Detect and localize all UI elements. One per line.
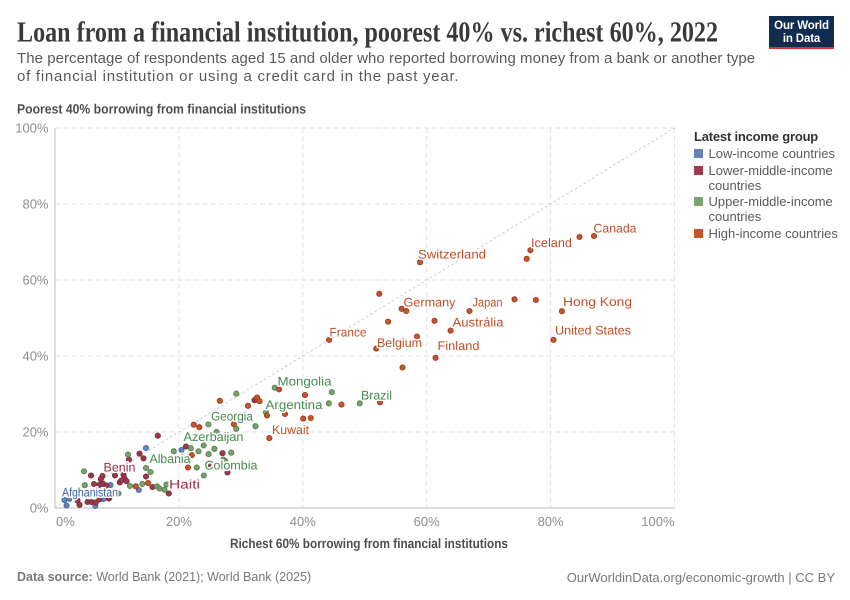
svg-text:100%: 100% — [15, 121, 49, 136]
svg-text:Kuwait: Kuwait — [272, 423, 310, 437]
svg-text:Poorest 40% borrowing from fin: Poorest 40% borrowing from financial ins… — [17, 102, 306, 117]
svg-text:Canada: Canada — [594, 222, 637, 236]
svg-text:Brazil: Brazil — [361, 389, 392, 403]
svg-text:Japan: Japan — [473, 296, 503, 310]
svg-text:Belgium: Belgium — [377, 336, 422, 350]
svg-text:100%: 100% — [641, 514, 675, 529]
svg-text:Germany: Germany — [404, 296, 457, 310]
svg-text:Richest 60% borrowing from fin: Richest 60% borrowing from financial ins… — [230, 536, 508, 551]
svg-text:Hong Kong: Hong Kong — [563, 295, 632, 309]
svg-text:40%: 40% — [22, 349, 48, 364]
svg-text:80%: 80% — [22, 197, 48, 212]
svg-text:Loan from a financial institut: Loan from a financial institution, poore… — [17, 17, 718, 49]
svg-text:Benin: Benin — [104, 461, 136, 475]
svg-text:40%: 40% — [290, 514, 316, 529]
svg-text:Colombia: Colombia — [205, 459, 258, 473]
svg-text:60%: 60% — [414, 514, 440, 529]
svg-text:Austrália: Austrália — [453, 316, 504, 330]
svg-text:0%: 0% — [56, 514, 75, 529]
svg-text:Georgia: Georgia — [211, 410, 253, 424]
svg-text:0%: 0% — [30, 501, 49, 516]
svg-text:Mongolia: Mongolia — [278, 375, 332, 389]
svg-text:Albania: Albania — [150, 452, 191, 466]
svg-text:20%: 20% — [22, 425, 48, 440]
svg-text:Iceland: Iceland — [531, 236, 572, 250]
svg-text:Afghanistan: Afghanistan — [62, 486, 118, 500]
svg-text:Switzerland: Switzerland — [418, 248, 486, 262]
svg-text:Azerbaijan: Azerbaijan — [184, 430, 244, 444]
svg-text:20%: 20% — [166, 514, 192, 529]
svg-text:Argentina: Argentina — [266, 398, 323, 412]
svg-text:France: France — [330, 326, 367, 340]
svg-text:60%: 60% — [22, 273, 48, 288]
svg-text:Haiti: Haiti — [169, 478, 200, 492]
svg-text:80%: 80% — [538, 514, 564, 529]
svg-text:United States: United States — [555, 324, 631, 338]
svg-text:Finland: Finland — [438, 339, 480, 353]
